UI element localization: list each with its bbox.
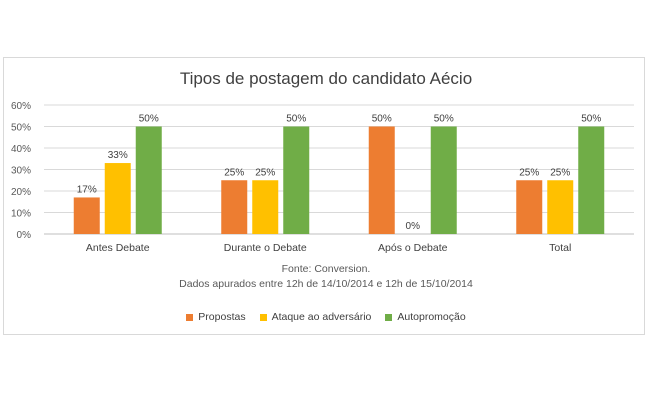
legend-swatch [385, 313, 393, 321]
data-label: 0% [406, 221, 421, 232]
y-tick-label: 0% [17, 230, 32, 241]
bar [430, 126, 457, 234]
data-label: 25% [224, 167, 244, 178]
x-tick-label: Durante o Debate [224, 242, 307, 254]
bar [578, 126, 605, 234]
bar [368, 126, 395, 234]
legend-item: Ataque ao adversário [259, 311, 372, 323]
data-label: 50% [286, 114, 306, 125]
legend-item: Autopromoção [385, 311, 466, 323]
x-tick-label: Total [549, 242, 571, 254]
source-text: Fonte: Conversion. [281, 263, 371, 275]
y-tick-label: 50% [11, 123, 31, 134]
x-tick-label: Após o Debate [378, 242, 448, 254]
y-tick-label: 30% [11, 166, 31, 177]
data-label: 50% [372, 114, 392, 125]
legend-item: Propostas [186, 311, 246, 323]
data-label: 50% [581, 114, 601, 125]
legend-label: Autopromoção [397, 311, 466, 323]
bar [135, 126, 162, 234]
y-tick-label: 10% [11, 209, 31, 220]
data-label: 50% [139, 114, 159, 125]
x-tick-label: Antes Debate [86, 242, 150, 254]
legend: Propostas Ataque ao adversário Autopromoçã… [0, 311, 652, 323]
legend-label: Ataque ao adversário [271, 311, 372, 323]
legend-swatch [186, 313, 194, 321]
y-tick-label: 40% [11, 144, 31, 155]
data-label: 25% [519, 167, 539, 178]
period-note: Dados apurados entre 12h de 14/10/2014 e… [179, 278, 473, 290]
legend-swatch [259, 313, 267, 321]
data-label: 33% [108, 150, 128, 161]
bar [516, 180, 543, 234]
bar [252, 180, 279, 234]
chart-title: Tipos de postagem do candidato Aécio [179, 69, 473, 88]
bar [547, 180, 574, 234]
legend-label: Propostas [198, 311, 246, 323]
data-label: 17% [77, 184, 97, 195]
y-tick-label: 60% [11, 101, 31, 112]
data-label: 25% [255, 167, 275, 178]
y-tick-label: 20% [11, 187, 31, 198]
data-label: 25% [550, 167, 570, 178]
bar [73, 197, 100, 234]
bar [283, 126, 310, 234]
bar [104, 163, 131, 234]
bar [221, 180, 248, 234]
data-label: 50% [434, 114, 454, 125]
